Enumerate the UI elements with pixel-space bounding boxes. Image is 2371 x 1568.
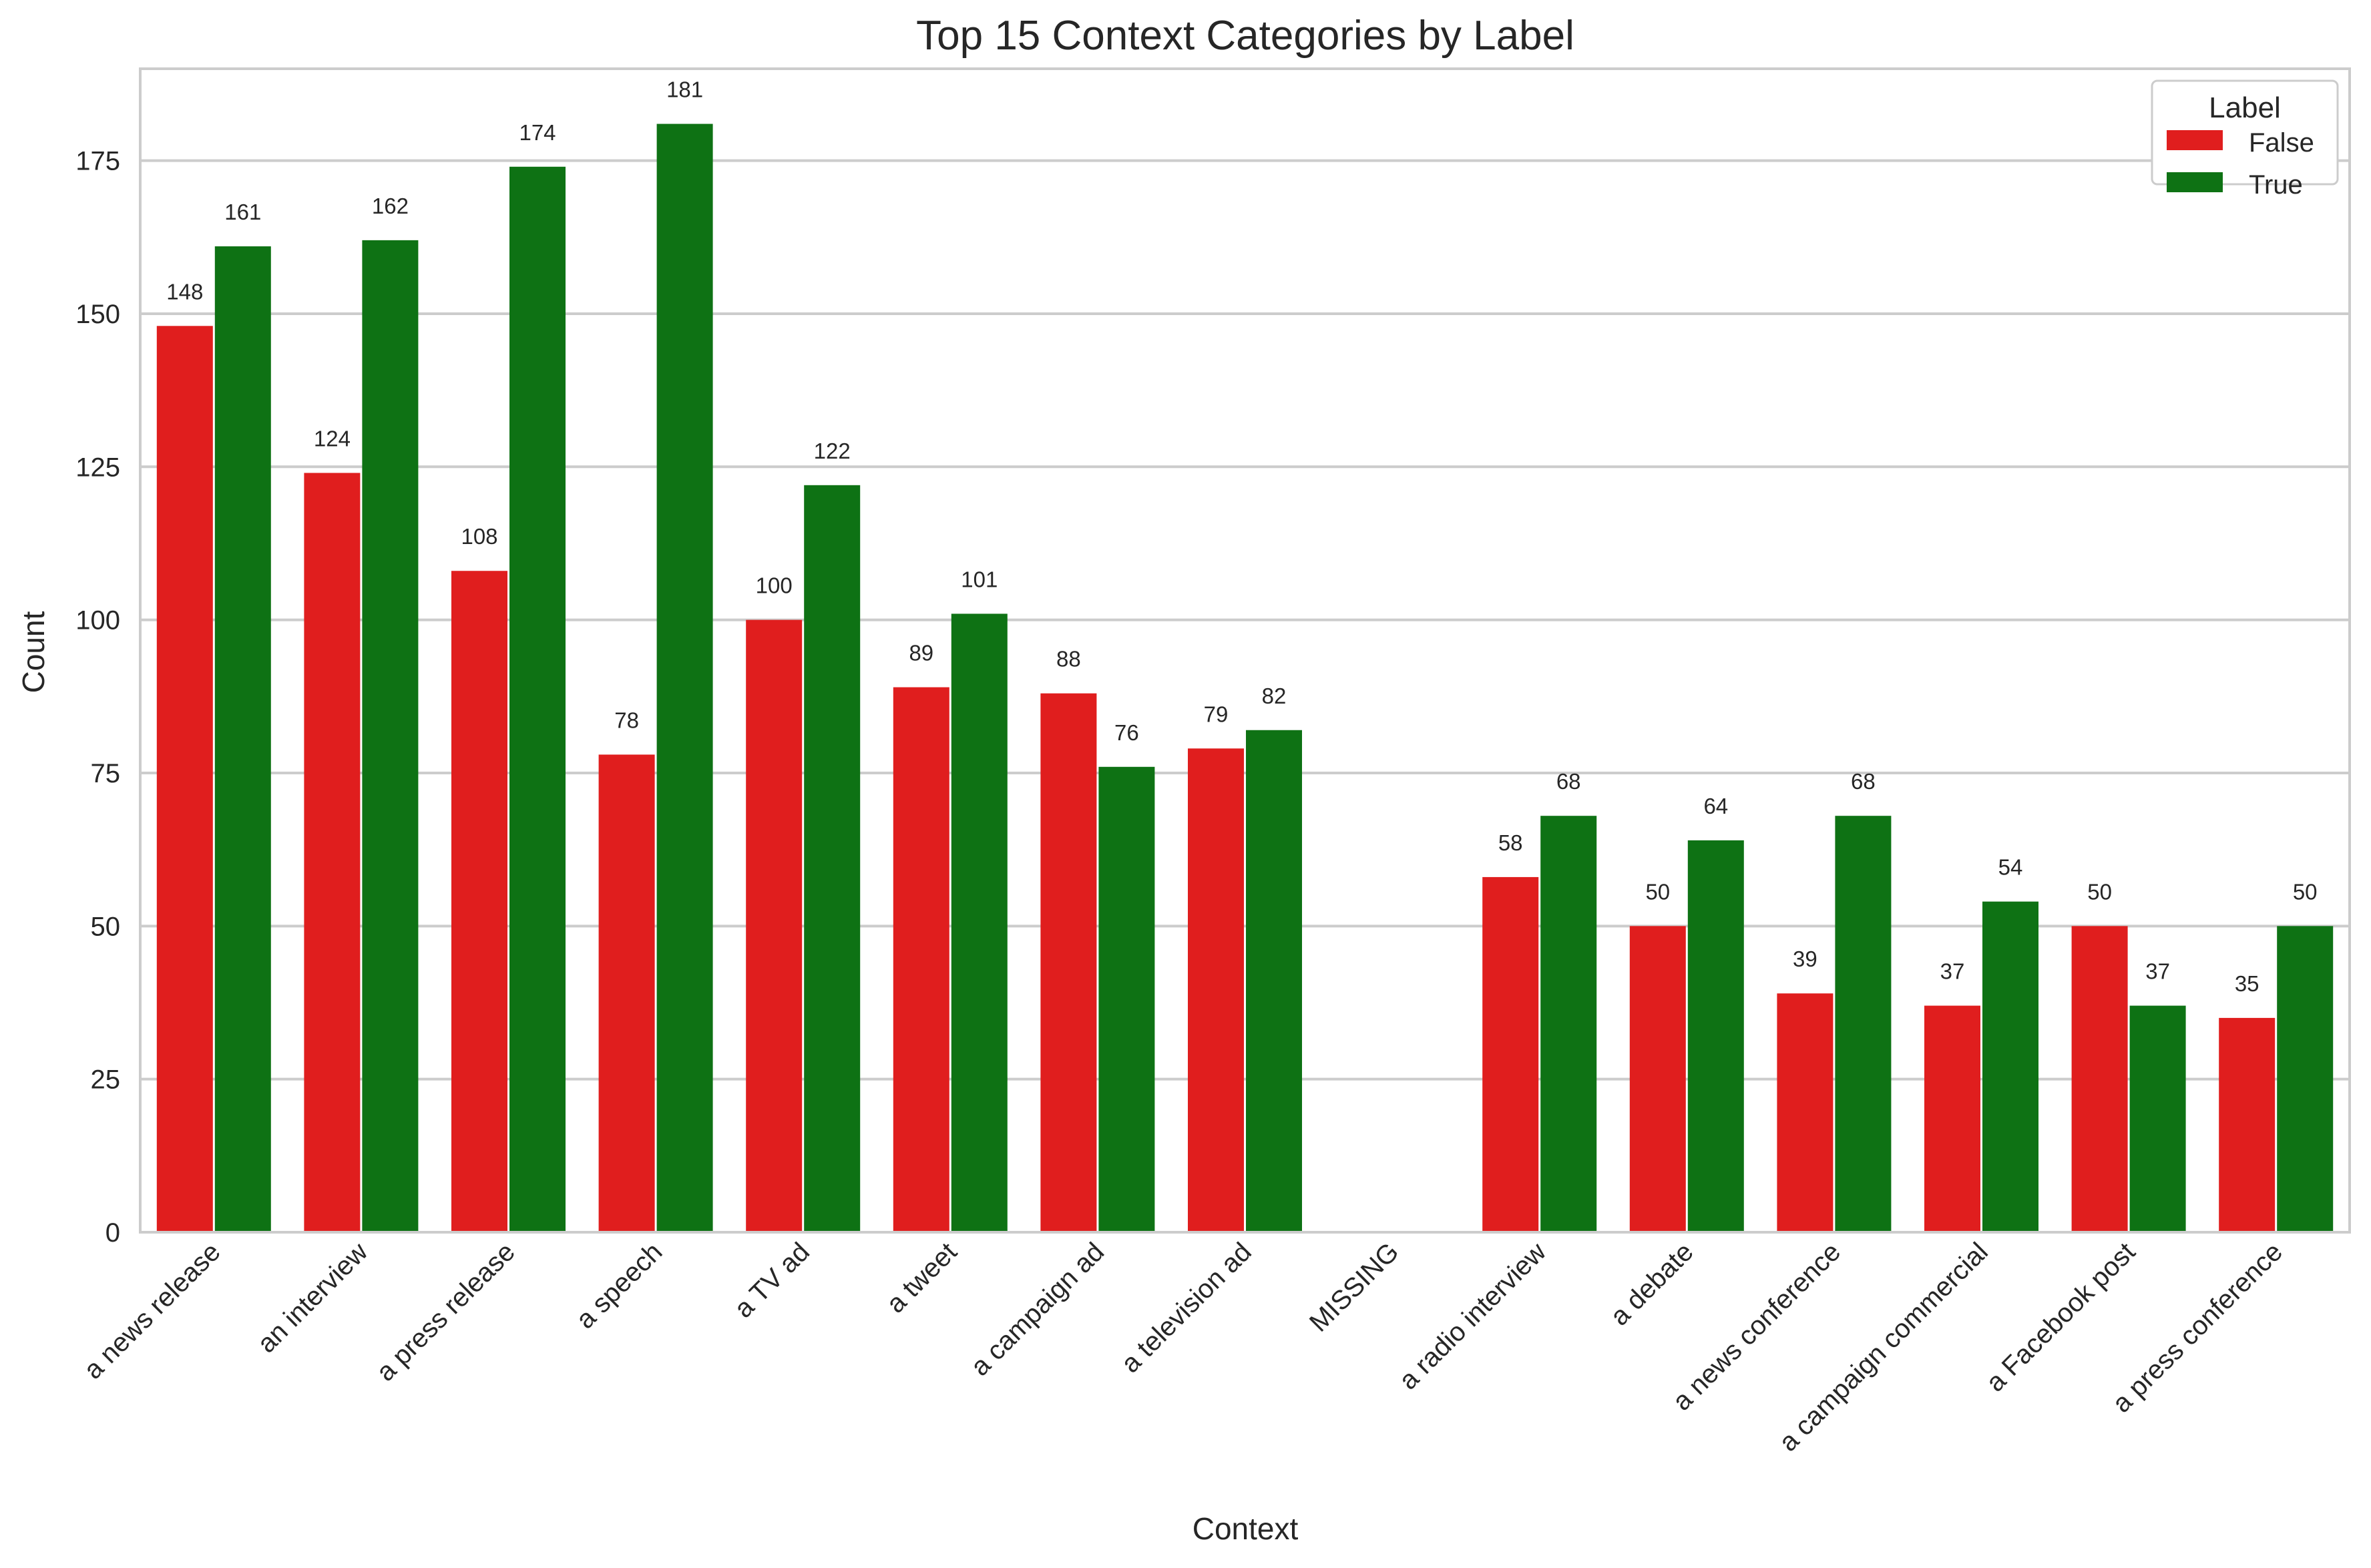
bar-false <box>156 326 213 1233</box>
bar-value-label: 148 <box>166 279 203 304</box>
y-tick-label: 175 <box>75 147 120 176</box>
bar-value-label: 50 <box>2087 879 2112 904</box>
bar-false <box>304 473 361 1232</box>
bar-value-label: 122 <box>814 439 851 463</box>
bar-true <box>214 246 271 1232</box>
legend-swatch <box>2167 130 2223 150</box>
legend-label: True <box>2249 170 2303 200</box>
bar-false <box>598 754 655 1232</box>
legend-swatch <box>2167 172 2223 192</box>
bar-value-label: 174 <box>519 120 556 145</box>
bar-true <box>804 485 861 1232</box>
bar-value-label: 79 <box>1204 702 1229 726</box>
bar-value-label: 82 <box>1262 684 1287 708</box>
y-tick-label: 25 <box>91 1065 121 1095</box>
bar-false <box>2071 926 2128 1232</box>
bar-value-label: 50 <box>2293 879 2318 904</box>
bar-value-label: 124 <box>314 426 351 451</box>
bar-true <box>1098 766 1155 1232</box>
bar-value-label: 100 <box>756 573 793 598</box>
bar-true <box>1687 840 1744 1232</box>
bar-false <box>1777 993 1834 1232</box>
bar-value-label: 108 <box>461 524 497 549</box>
bar-false <box>893 687 949 1232</box>
y-tick-label: 50 <box>91 912 121 941</box>
bar-false <box>1188 748 1244 1232</box>
bar-false <box>1924 1005 1980 1232</box>
y-tick-label: 125 <box>75 453 120 482</box>
bar-true <box>2129 1005 2186 1232</box>
bar-true <box>1982 901 2038 1232</box>
bar-value-label: 101 <box>961 567 998 591</box>
bar-value-label: 161 <box>224 200 261 224</box>
bar-value-label: 35 <box>2235 971 2259 996</box>
bar-true <box>1835 816 1892 1232</box>
bar-value-label: 64 <box>1703 794 1728 818</box>
bar-true <box>951 613 1008 1232</box>
y-tick-label: 150 <box>75 300 120 329</box>
bar-value-label: 88 <box>1056 647 1081 672</box>
bar-false <box>746 619 803 1232</box>
bar-value-label: 68 <box>1556 769 1581 794</box>
y-tick-label: 75 <box>91 759 121 788</box>
bar-value-label: 39 <box>1793 947 1817 971</box>
bar-value-label: 50 <box>1645 879 1670 904</box>
bar-value-label: 68 <box>1851 769 1876 794</box>
bar-value-label: 181 <box>666 77 703 102</box>
y-tick-label: 0 <box>105 1218 120 1248</box>
bar-false <box>1629 926 1686 1232</box>
bar-value-label: 37 <box>2145 959 2170 984</box>
legend-label: False <box>2249 128 2314 158</box>
bar-value-label: 54 <box>1998 855 2023 880</box>
bar-false <box>1482 876 1539 1232</box>
bar-labels: 148 161 124 162 108 174 78 181 100 122 89 101 88 76 79… <box>166 77 2317 996</box>
bar-true <box>1246 730 1302 1232</box>
bar-true <box>656 123 713 1233</box>
chart-title: Top 15 Context Categories by Label <box>916 13 1574 59</box>
bar-false <box>1040 693 1097 1232</box>
legend-frame <box>2151 79 2339 186</box>
bar-true <box>362 240 419 1232</box>
bar-true <box>2277 926 2334 1232</box>
legend: Label False True <box>2151 79 2339 200</box>
bars <box>156 123 2334 1233</box>
bar-value-label: 58 <box>1498 830 1523 855</box>
bar-value-label: 162 <box>372 194 409 218</box>
y-tick-label: 100 <box>75 606 120 635</box>
bar-true <box>509 166 566 1233</box>
x-axis-title: Context <box>1193 1511 1299 1546</box>
bar-value-label: 76 <box>1114 720 1139 745</box>
legend-title: Label <box>2209 91 2281 124</box>
bar-false <box>2219 1017 2276 1232</box>
bar-false <box>451 571 507 1232</box>
bar-value-label: 37 <box>1940 959 1965 984</box>
plot-frame <box>139 67 2351 1234</box>
bar-true <box>1540 816 1597 1232</box>
bar-value-label: 78 <box>614 708 639 732</box>
y-axis-title: Count <box>16 611 51 693</box>
bar-value-label: 89 <box>909 641 933 666</box>
y-axis-ticks: 0 25 50 75 100 125 150 175 <box>75 147 120 1248</box>
